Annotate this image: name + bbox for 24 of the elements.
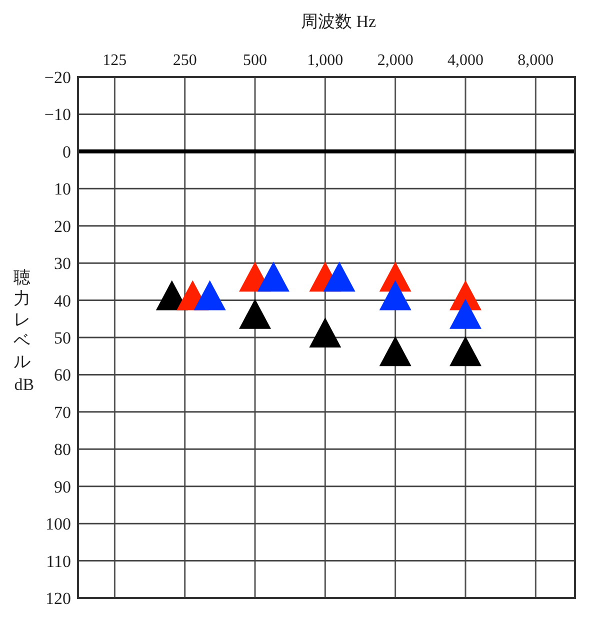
y-tick-label: 80: [54, 440, 71, 460]
y-tick-label: 50: [54, 328, 71, 348]
y-tick-label: 40: [54, 291, 71, 310]
x-tick-label: 1,000: [307, 52, 344, 69]
x-axis-title: 周波数 Hz: [300, 12, 376, 31]
x-tick-label: 500: [243, 52, 268, 69]
x-tick-label: 8,000: [518, 52, 554, 69]
y-tick-label: 110: [46, 552, 71, 571]
y-tick-label: −10: [44, 105, 71, 124]
y-tick-label: 120: [46, 589, 71, 608]
y-tick-label: −20: [44, 68, 71, 87]
x-tick-label: 4,000: [447, 52, 484, 69]
y-tick-label: 100: [46, 514, 71, 534]
y-axis-title: 聴力レベル dB: [10, 268, 34, 394]
y-tick-label: 0: [62, 142, 71, 162]
y-tick-label: 70: [54, 402, 71, 422]
y-tick-label: 10: [54, 180, 71, 199]
x-tick-label: 125: [102, 52, 127, 69]
x-tick-label: 2,000: [377, 52, 414, 69]
y-tick-label: 20: [54, 216, 71, 236]
y-tick-label: 60: [54, 366, 71, 385]
x-tick-label: 250: [172, 52, 197, 69]
y-tick-label: 30: [54, 254, 71, 274]
y-tick-label: 90: [54, 477, 71, 496]
